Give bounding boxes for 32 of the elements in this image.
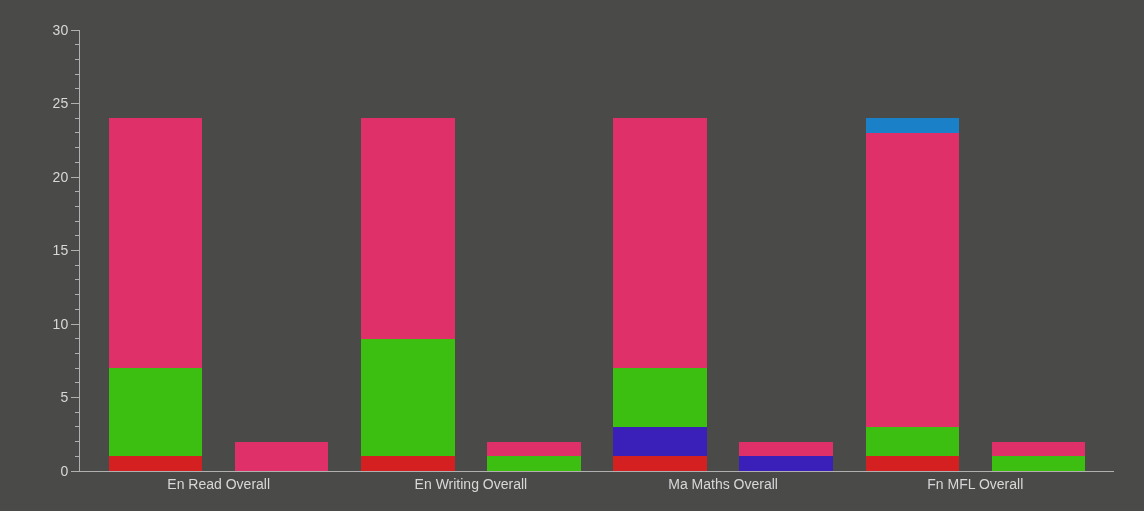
y-tick-label: 25 (52, 95, 69, 112)
bar (991, 456, 1085, 471)
y-tick-label: 0 (60, 462, 69, 479)
bar (865, 456, 959, 471)
x-tick-label: En Read Overall (167, 475, 271, 492)
y-tick-label: 5 (60, 389, 69, 406)
bar (109, 368, 203, 457)
y-tick-label: 30 (52, 21, 69, 38)
bar (739, 441, 833, 457)
bar (361, 338, 455, 457)
x-tick-label: Ma Maths Overall (668, 475, 778, 492)
bar (865, 118, 959, 133)
bar (487, 441, 581, 457)
bar (235, 441, 329, 471)
bar (865, 132, 959, 427)
x-tick-label: Fn MFL Overall (927, 475, 1024, 492)
bar (487, 456, 581, 471)
y-tick-label: 15 (52, 242, 69, 259)
bar (991, 441, 1085, 457)
x-tick-label: En Writing Overall (414, 475, 528, 492)
bar (865, 426, 959, 457)
bar (613, 456, 707, 471)
bar (613, 118, 707, 369)
bar (361, 118, 455, 339)
bar (109, 456, 203, 471)
y-tick-label: 20 (52, 168, 69, 185)
bar (109, 118, 203, 369)
bar (361, 456, 455, 471)
y-tick-label: 10 (52, 315, 69, 332)
bar (613, 368, 707, 427)
bar (739, 456, 833, 471)
bar (613, 426, 707, 457)
